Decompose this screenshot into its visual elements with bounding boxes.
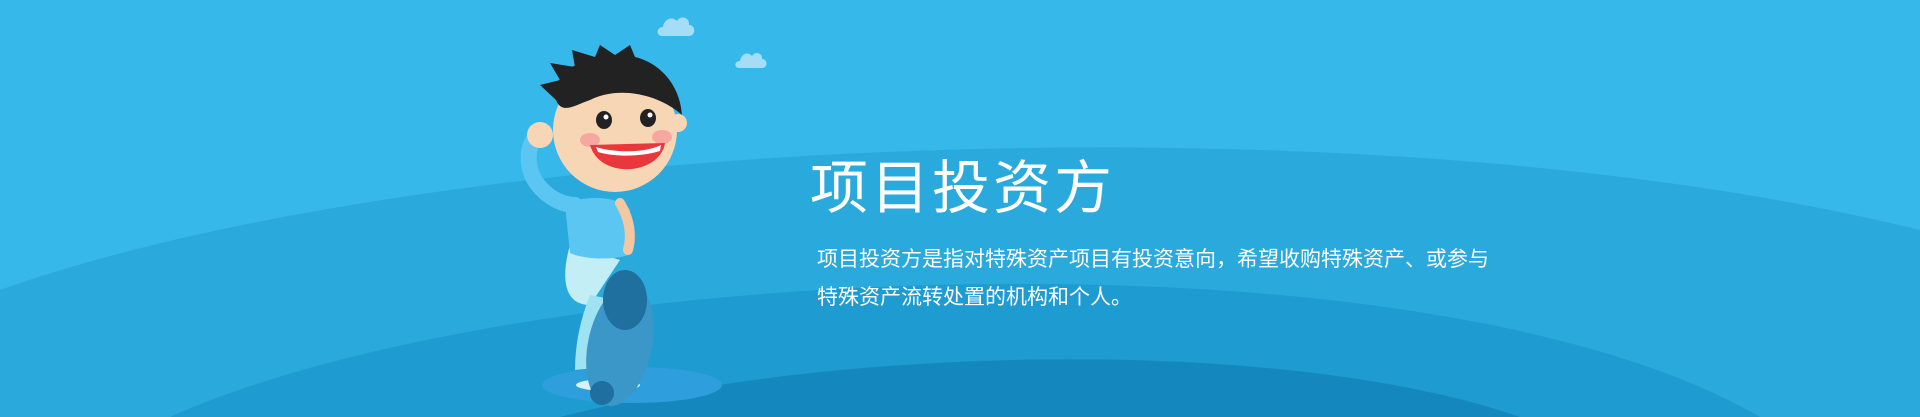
mascot-boy-icon [520, 45, 722, 407]
cloud-icon [735, 53, 767, 68]
page-title: 项目投资方 [810, 154, 1116, 222]
page-description: 项目投资方是指对特殊资产项目有投资意向，希望收购特殊资产、或参与特殊资产流转处置… [817, 247, 1489, 309]
cloud-icon [657, 17, 695, 36]
